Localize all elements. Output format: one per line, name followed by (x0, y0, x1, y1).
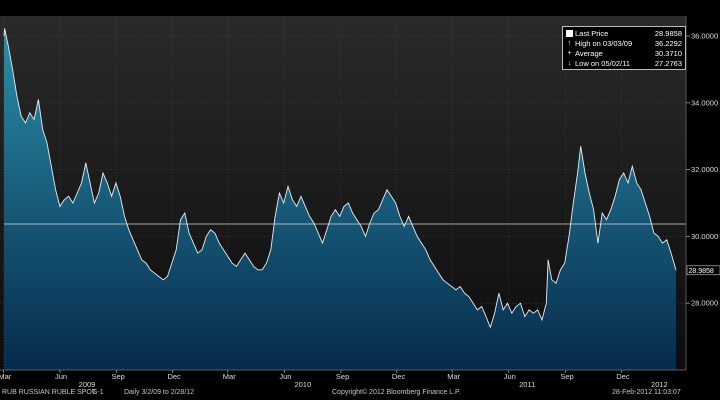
footer-page: G-1 (92, 389, 104, 396)
y-tick-label: 32.0000 (691, 165, 718, 174)
chart-canvas: 28.0000 30.0000 32.0000 34.0000 36.0000 Mar J… (0, 16, 720, 388)
price-area (4, 28, 676, 371)
x-year-label: 2010 (294, 380, 311, 388)
x-year-label: 2011 (519, 380, 535, 388)
x-tick-label: Jun (55, 372, 67, 381)
x-year-label: 2009 (79, 380, 96, 388)
legend-item-average: + Average 30.3710 (566, 49, 682, 59)
legend-label: Last Price (575, 29, 609, 38)
footer-ticker: RUB RUSSIAN RUBLE SPOT (2, 389, 97, 396)
price-line (3, 28, 677, 329)
x-tick-label: Jun (504, 372, 516, 381)
x-tick-label: Mar (223, 372, 236, 381)
x-tick-label: Dec (616, 372, 630, 381)
footer-period: Daily 3/2/09 to 2/28/12 (124, 389, 195, 396)
y-tick-label: 30.0000 (691, 232, 718, 241)
y-axis: 28.0000 30.0000 32.0000 34.0000 36.0000 (686, 32, 718, 308)
legend-value: 30.3710 (654, 49, 682, 58)
x-axis: Mar Jun Sep Dec Mar Jun Sep Dec Mar Jun Sep Dec 2009… (0, 369, 686, 388)
x-tick-label: Mar (447, 372, 460, 381)
footer-copyright: Copyright© 2012 Bloomberg Finance L.P. (332, 389, 461, 396)
footer-bar: RUB RUSSIAN RUBLE SPOT G-1 Daily 3/2/09 … (0, 388, 720, 400)
x-tick-label: Dec (167, 372, 181, 381)
legend-value: 36.2292 (654, 39, 682, 48)
legend-item-last-price: Last Price 28.9858 (566, 29, 682, 39)
square-icon (566, 30, 573, 37)
legend-label: Average (575, 49, 603, 58)
x-tick-label: Sep (560, 372, 573, 381)
last-price-tag: 28.9858 (686, 265, 720, 276)
legend-value: 27.2763 (654, 59, 682, 68)
down-arrow-icon: ↓ (567, 60, 572, 67)
last-price-box (686, 265, 720, 276)
x-year-label: 2012 (651, 380, 668, 388)
y-tick-label: 34.0000 (691, 98, 718, 107)
legend-value: 28.9858 (654, 29, 682, 38)
footer-timestamp: 28-Feb-2012 11:03:07 (612, 389, 681, 396)
y-tick-label: 36.0000 (691, 32, 718, 41)
x-tick-label: Dec (392, 372, 406, 381)
plus-icon: + (567, 50, 572, 57)
x-tick-label: Mar (0, 372, 12, 381)
legend-label: Low on 05/02/11 (575, 59, 630, 68)
x-tick-label: Sep (336, 372, 349, 381)
legend-item-high: ↑ High on 03/03/09 36.2292 (566, 39, 682, 49)
legend-label: High on 03/03/09 (575, 39, 633, 48)
legend-item-low: ↓ Low on 05/02/11 27.2763 (566, 59, 682, 69)
y-tick-label: 28.0000 (691, 299, 718, 308)
up-arrow-icon: ↑ (567, 40, 572, 47)
x-tick-label: Sep (112, 372, 125, 381)
last-price-label: 28.9858 (689, 268, 714, 275)
x-tick-label: Jun (279, 372, 291, 381)
legend: Last Price 28.9858 ↑ High on 03/03/09 36… (562, 26, 686, 70)
